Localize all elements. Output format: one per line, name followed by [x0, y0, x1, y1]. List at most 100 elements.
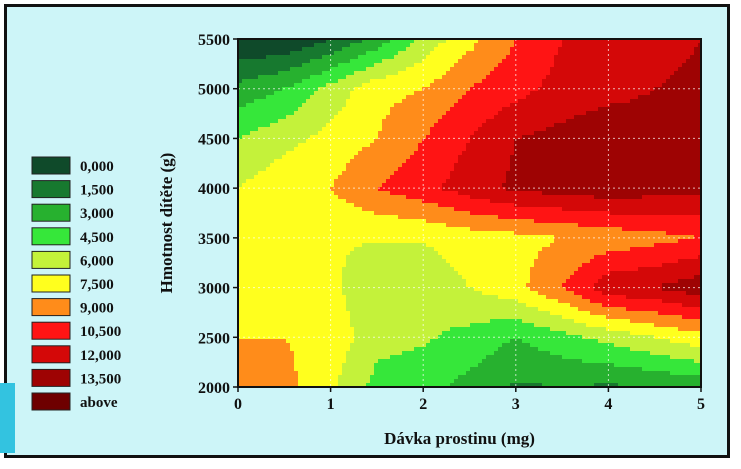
contour-cell	[438, 79, 443, 84]
contour-cell	[338, 155, 343, 160]
contour-cell	[450, 283, 455, 288]
contour-cell	[454, 179, 459, 184]
contour-cell	[262, 171, 267, 176]
contour-cell	[418, 59, 423, 64]
contour-cell	[374, 167, 379, 172]
contour-cell	[282, 59, 287, 64]
contour-cell	[254, 263, 259, 268]
contour-cell	[370, 39, 375, 44]
contour-cell	[278, 163, 283, 168]
contour-cell	[354, 327, 359, 332]
contour-cell	[354, 375, 359, 380]
contour-cell	[450, 371, 455, 376]
contour-cell	[362, 111, 367, 116]
contour-cell	[450, 299, 455, 304]
contour-cell	[334, 203, 339, 208]
contour-cell	[242, 83, 247, 88]
contour-cell	[254, 219, 259, 224]
contour-cell	[366, 315, 371, 320]
contour-cell	[458, 347, 463, 352]
contour-cell	[434, 211, 439, 216]
contour-cell	[374, 303, 379, 308]
contour-cell	[322, 147, 327, 152]
contour-cell	[454, 287, 459, 292]
contour-cell	[294, 115, 299, 120]
contour-cell	[402, 383, 407, 388]
contour-cell	[362, 135, 367, 140]
contour-cell	[238, 123, 243, 128]
contour-cell	[258, 99, 263, 104]
contour-cell	[418, 247, 423, 252]
contour-cell	[374, 351, 379, 356]
contour-cell	[362, 235, 367, 240]
contour-cell	[410, 127, 415, 132]
contour-cell	[406, 155, 411, 160]
contour-cell	[270, 295, 275, 300]
contour-cell	[382, 171, 387, 176]
contour-cell	[438, 351, 443, 356]
contour-cell	[342, 87, 347, 92]
contour-cell	[362, 299, 367, 304]
contour-cell	[346, 311, 351, 316]
contour-cell	[402, 111, 407, 116]
contour-cell	[298, 55, 303, 60]
contour-cell	[246, 115, 251, 120]
contour-cell	[386, 343, 391, 348]
contour-cell	[302, 131, 307, 136]
contour-cell	[410, 51, 415, 56]
contour-cell	[274, 347, 279, 352]
contour-cell	[282, 251, 287, 256]
contour-cell	[346, 347, 351, 352]
contour-cell	[298, 267, 303, 272]
contour-cell	[458, 371, 463, 376]
contour-cell	[458, 163, 463, 168]
contour-cell	[466, 187, 471, 192]
contour-cell	[322, 111, 327, 116]
contour-cell	[450, 47, 455, 52]
contour-cell	[414, 271, 419, 276]
contour-cell	[334, 99, 339, 104]
contour-cell	[418, 155, 423, 160]
contour-cell	[326, 167, 331, 172]
contour-cell	[422, 239, 427, 244]
contour-cell	[262, 279, 267, 284]
contour-cell	[262, 267, 267, 272]
contour-cell	[338, 167, 343, 172]
contour-cell	[318, 383, 323, 388]
contour-cell	[306, 207, 311, 212]
contour-cell	[302, 87, 307, 92]
contour-cell	[298, 127, 303, 132]
contour-cell	[394, 139, 399, 144]
contour-cell	[410, 143, 415, 148]
contour-cell	[382, 127, 387, 132]
contour-cell	[294, 207, 299, 212]
contour-cell	[238, 71, 243, 76]
contour-cell	[434, 291, 439, 296]
contour-cell	[434, 319, 439, 324]
contour-cell	[262, 303, 267, 308]
contour-cell	[274, 159, 279, 164]
contour-cell	[254, 315, 259, 320]
contour-cell	[274, 315, 279, 320]
contour-cell	[262, 323, 267, 328]
contour-cell	[386, 63, 391, 68]
contour-cell	[322, 135, 327, 140]
contour-cell	[238, 371, 243, 376]
contour-cell	[270, 75, 275, 80]
contour-cell	[246, 67, 251, 72]
contour-cell	[458, 139, 463, 144]
contour-cell	[378, 319, 383, 324]
contour-cell	[274, 227, 279, 232]
contour-cell	[378, 267, 383, 272]
contour-cell	[370, 295, 375, 300]
contour-cell	[438, 347, 443, 352]
contour-cell	[350, 123, 355, 128]
contour-cell	[446, 243, 451, 248]
contour-cell	[302, 51, 307, 56]
contour-cell	[290, 379, 295, 384]
contour-cell	[290, 331, 295, 336]
contour-cell	[250, 151, 255, 156]
contour-cell	[262, 135, 267, 140]
contour-cell	[458, 211, 463, 216]
contour-cell	[282, 123, 287, 128]
